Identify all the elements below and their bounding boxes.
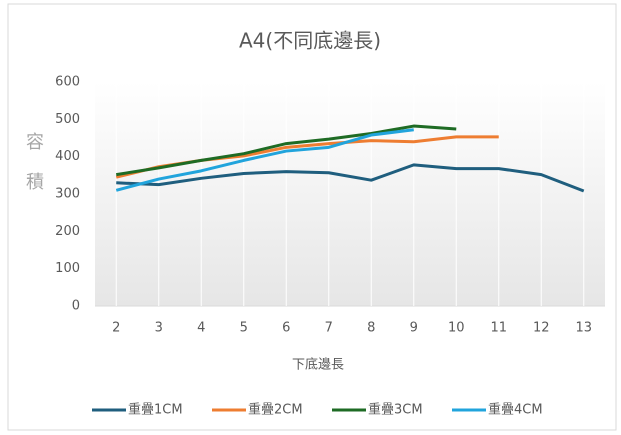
series-line (115, 128, 414, 192)
y-tick-label: 300 (55, 187, 80, 202)
x-tick-label: 13 (575, 321, 592, 336)
x-tick-label: 5 (240, 321, 248, 336)
chart-border (7, 3, 617, 431)
y-tick-label: 400 (55, 149, 80, 164)
chart-title: A4(不同底邊長) (239, 29, 381, 53)
legend-label: 重疊3CM (368, 402, 423, 418)
x-tick-label: 7 (325, 321, 333, 336)
y-tick-label: 0 (72, 299, 80, 314)
x-tick-label: 10 (448, 321, 465, 336)
x-tick-label: 12 (533, 321, 550, 336)
y-tick-label: 100 (55, 261, 80, 276)
x-tick-label: 11 (490, 321, 507, 336)
legend-label: 重疊4CM (488, 402, 543, 418)
legend-label: 重疊1CM (128, 402, 183, 418)
x-tick-label: 4 (197, 321, 205, 336)
x-tick-label: 3 (155, 321, 163, 336)
x-tick-label: 9 (410, 321, 418, 336)
x-tick-label: 6 (282, 321, 290, 336)
y-tick-label: 500 (55, 112, 80, 127)
x-tick-label: 8 (367, 321, 375, 336)
series-line (116, 124, 457, 177)
y-tick-label: 200 (55, 224, 80, 239)
plot-area (95, 82, 605, 306)
series-line (116, 163, 585, 193)
legend-label: 重疊2CM (248, 402, 303, 418)
x-axis-title: 下底邊長 (292, 357, 344, 373)
y-axis-title: 容積 (20, 128, 46, 216)
y-tick-label: 600 (55, 75, 80, 90)
x-tick-label: 2 (112, 321, 120, 336)
